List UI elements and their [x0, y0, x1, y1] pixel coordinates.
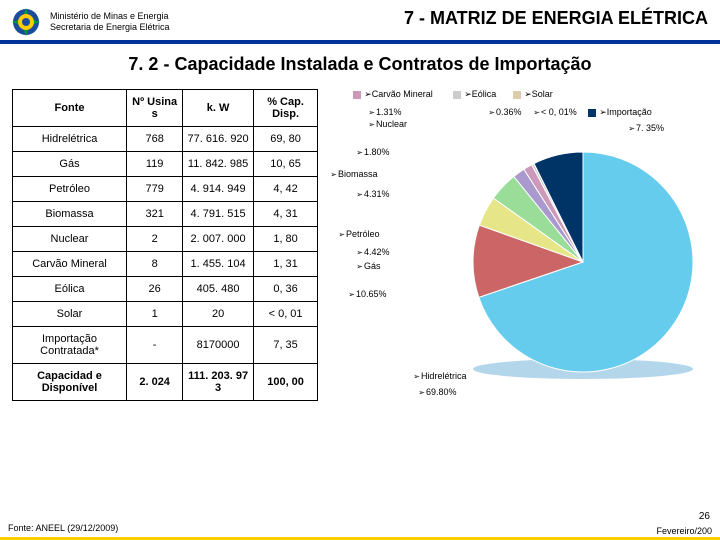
table-cell: 20: [183, 302, 254, 327]
legend-item: ➢Importação: [588, 107, 652, 118]
table-cell: Capacidad e Disponível: [13, 364, 127, 401]
chart-annotation: Hidrelétrica: [413, 371, 466, 381]
table-row: Importação Contratada*-81700007, 35: [13, 327, 318, 364]
ministry-text: Ministério de Minas e Energia Secretaria…: [50, 11, 170, 33]
table-cell: Petróleo: [13, 177, 127, 202]
footnote: Fonte: ANEEL (29/12/2009): [8, 523, 118, 534]
table-row: Biomassa3214. 791. 5154, 31: [13, 202, 318, 227]
table-cell: 1, 80: [253, 227, 317, 252]
percent-label: < 0, 01%: [533, 107, 576, 117]
table-cell: 2. 007. 000: [183, 227, 254, 252]
table-cell: Eólica: [13, 277, 127, 302]
percent-label: Nuclear: [368, 119, 407, 129]
chart-annotation: Gás: [356, 261, 380, 271]
pie-chart-area: ➢Carvão Mineral ➢Eólica ➢Solar 0.36% < 0, 01…: [318, 89, 708, 401]
table-cell: 1, 31: [253, 252, 317, 277]
table-row: Petróleo7794. 914. 9494, 42: [13, 177, 318, 202]
table-cell: 111. 203. 97 3: [183, 364, 254, 401]
table-cell: 0, 36: [253, 277, 317, 302]
table-cell: Solar: [13, 302, 127, 327]
table-header: % Cap. Disp.: [253, 90, 317, 127]
page-title: 7 - MATRIZ DE ENERGIA ELÉTRICA: [404, 8, 708, 29]
chart-annotation: Petróleo: [338, 229, 379, 239]
ministry-line1: Ministério de Minas e Energia: [50, 11, 170, 22]
table-header: Fonte: [13, 90, 127, 127]
legend-item: ➢Carvão Mineral: [353, 89, 433, 100]
table-cell: 100, 00: [253, 364, 317, 401]
table-row: Carvão Mineral81. 455. 1041, 31: [13, 252, 318, 277]
brazil-coat-icon: [10, 6, 42, 38]
footer-date: Fevereiro/200: [656, 526, 712, 536]
table-cell: 4, 42: [253, 177, 317, 202]
header: Ministério de Minas e Energia Secretaria…: [0, 0, 720, 40]
table-row: Hidrelétrica76877. 616. 92069, 80: [13, 127, 318, 152]
legend-item: ➢Eólica: [453, 89, 496, 100]
table-cell: 10, 65: [253, 152, 317, 177]
table-cell: 4, 31: [253, 202, 317, 227]
content-area: FonteNº Usina sk. W% Cap. Disp. Hidrelét…: [0, 89, 720, 401]
table-cell: 1. 455. 104: [183, 252, 254, 277]
table-row: Eólica26405. 4800, 36: [13, 277, 318, 302]
table-cell: 77. 616. 920: [183, 127, 254, 152]
table-cell: 321: [127, 202, 183, 227]
table-cell: 8170000: [183, 327, 254, 364]
table-cell: Biomassa: [13, 202, 127, 227]
table-header: k. W: [183, 90, 254, 127]
table-cell: 779: [127, 177, 183, 202]
table-cell: 1: [127, 302, 183, 327]
table-cell: Importação Contratada*: [13, 327, 127, 364]
table-row: Capacidad e Disponível2. 024111. 203. 97…: [13, 364, 318, 401]
legend-item: ➢Solar: [513, 89, 553, 100]
table-cell: 69, 80: [253, 127, 317, 152]
percent-label: 7. 35%: [628, 123, 664, 133]
chart-annotation: 4.42%: [356, 247, 389, 257]
table-cell: 768: [127, 127, 183, 152]
chart-annotation: 10.65%: [348, 289, 386, 299]
table-cell: Gás: [13, 152, 127, 177]
table-cell: 4. 791. 515: [183, 202, 254, 227]
table-cell: 405. 480: [183, 277, 254, 302]
percent-label: 0.36%: [488, 107, 521, 117]
table-cell: 2. 024: [127, 364, 183, 401]
chart-annotation: 69.80%: [418, 387, 456, 397]
table-row: Gás11911. 842. 98510, 65: [13, 152, 318, 177]
table-cell: 119: [127, 152, 183, 177]
table-header: Nº Usina s: [127, 90, 183, 127]
percent-label: 1.31%: [368, 107, 401, 117]
table-cell: 8: [127, 252, 183, 277]
data-table-wrapper: FonteNº Usina sk. W% Cap. Disp. Hidrelét…: [12, 89, 318, 401]
table-cell: 2: [127, 227, 183, 252]
table-cell: 4. 914. 949: [183, 177, 254, 202]
table-cell: 7, 35: [253, 327, 317, 364]
page-number: 26: [699, 511, 710, 522]
table-cell: -: [127, 327, 183, 364]
pie-chart: [468, 147, 720, 387]
table-cell: 26: [127, 277, 183, 302]
table-row: Solar120< 0, 01: [13, 302, 318, 327]
table-row: Nuclear22. 007. 0001, 80: [13, 227, 318, 252]
table-cell: Hidrelétrica: [13, 127, 127, 152]
header-divider: [0, 40, 720, 44]
table-cell: Carvão Mineral: [13, 252, 127, 277]
table-cell: Nuclear: [13, 227, 127, 252]
chart-annotation: 1.80%: [356, 147, 389, 157]
chart-annotation: Biomassa: [330, 169, 377, 179]
subtitle: 7. 2 - Capacidade Instalada e Contratos …: [0, 54, 720, 75]
capacity-table: FonteNº Usina sk. W% Cap. Disp. Hidrelét…: [12, 89, 318, 401]
chart-annotation: 4.31%: [356, 189, 389, 199]
table-cell: 11. 842. 985: [183, 152, 254, 177]
table-cell: < 0, 01: [253, 302, 317, 327]
ministry-line2: Secretaria de Energia Elétrica: [50, 22, 170, 33]
